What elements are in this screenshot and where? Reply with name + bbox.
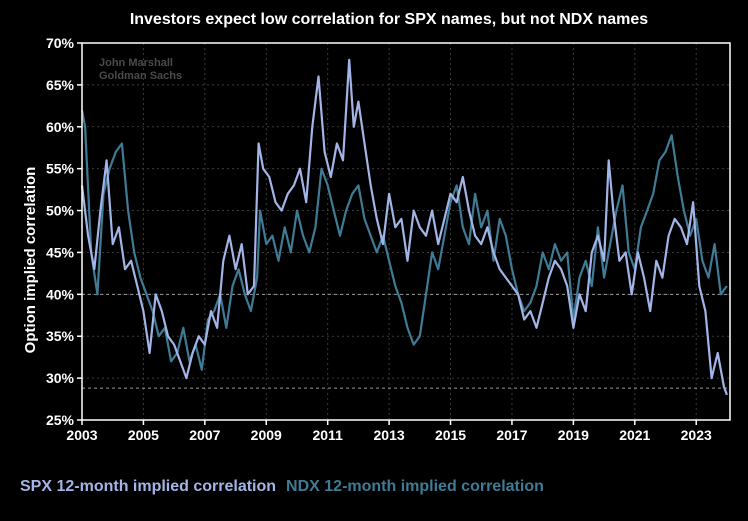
y-tick-label: 25%	[46, 412, 75, 428]
x-tick-label: 2009	[251, 427, 282, 443]
x-tick-label: 2017	[496, 427, 527, 443]
plot-frame	[81, 42, 731, 421]
x-tick-label: 2023	[681, 427, 712, 443]
chart-title: Investors expect low correlation for SPX…	[130, 11, 648, 28]
watermark-line: Goldman Sachs	[99, 70, 182, 82]
x-tick-label: 2007	[189, 427, 220, 443]
legend-ndx: NDX 12-month implied correlation	[286, 478, 544, 495]
y-tick-label: 55%	[46, 161, 75, 177]
x-tick-label: 2019	[558, 427, 589, 443]
y-tick-label: 60%	[46, 119, 75, 135]
y-axis-label: Option implied correlation	[22, 167, 39, 354]
x-tick-label: 2003	[66, 427, 97, 443]
watermark-line: John Marshall	[99, 57, 173, 69]
ndx-series-line	[80, 109, 728, 371]
legend: SPX 12-month implied correlation NDX 12-m…	[20, 478, 554, 496]
y-tick-label: 30%	[46, 370, 75, 386]
y-tick-label: 70%	[46, 35, 75, 51]
x-tick-label: 2021	[619, 427, 650, 443]
y-tick-label: 40%	[46, 286, 75, 302]
y-tick-label: 35%	[46, 328, 75, 344]
x-tick-label: 2011	[312, 427, 343, 443]
x-tick-label: 2005	[128, 427, 159, 443]
x-tick-label: 2013	[374, 427, 405, 443]
y-tick-label: 65%	[46, 77, 75, 93]
y-tick-label: 50%	[46, 203, 75, 219]
spx-series-line	[80, 58, 728, 396]
y-tick-label: 45%	[46, 244, 75, 260]
x-tick-label: 2015	[435, 427, 466, 443]
legend-spx: SPX 12-month implied correlation	[20, 478, 277, 495]
